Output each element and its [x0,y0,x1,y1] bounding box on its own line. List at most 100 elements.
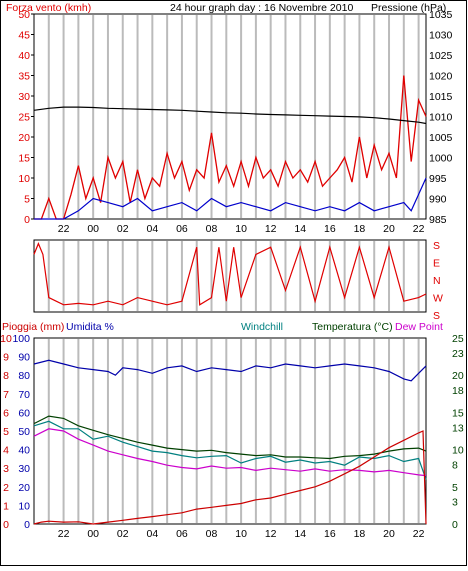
rain-tick-label: 2 [3,482,9,494]
temperature-time-tick-label: 02 [117,528,129,540]
pressure-tick-label: 1000 [429,153,453,165]
rain-tick-label: 7 [3,389,9,401]
temperature-time-tick-label: 22 [413,528,425,540]
temperature-panel-grid [47,339,420,523]
pressure-axis-ticks: 985 990 995 1000 1005 1010 1015 1020 1025 1030 103… [429,9,453,226]
chart-title: 24 hour graph day : 16 Novembre 2010 [170,2,353,14]
temperature-tick-label: 13 [452,422,464,434]
wind-tick-label: 20 [18,132,30,144]
legend-temperature: Temperatura (°C) [312,321,393,333]
pressure-tick-label: 1035 [429,9,453,21]
temperature-time-tick-label: 06 [176,528,188,540]
temperature-tick-label: 25 [452,333,464,345]
legend-dewpoint: Dew Point [395,321,443,333]
humidity-tick-label: 80 [18,370,30,382]
temperature-panel-series [33,359,427,525]
temperature-time-tick-label: 08 [206,528,218,540]
rain-tick-label: 8 [3,370,9,382]
pressure-tick-label: 1025 [429,50,453,62]
rain-axis-ticks: 0 1 2 3 4 5 6 7 8 9 10 [0,333,12,531]
humidity-tick-label: 30 [18,463,30,475]
rain-tick-label: 4 [3,445,9,457]
temperature-time-ticks: 22 00 02 04 06 08 10 12 14 16 18 20 22 [58,528,425,540]
temperature-tick-label: 20 [452,370,464,382]
series-dewpoint [33,428,427,477]
temperature-tick-label: 0 [452,519,458,531]
temperature-tick-label: 23 [452,348,464,360]
pressure-tick-label: 1010 [429,112,453,124]
wind-time-tick-label: 04 [146,223,158,235]
rain-tick-label: 10 [0,333,12,345]
temperature-time-tick-label: 22 [58,528,70,540]
direction-tick-label: N [433,275,441,287]
wind-time-tick-label: 00 [87,223,99,235]
temperature-time-tick-label: 16 [324,528,336,540]
humidity-tick-label: 10 [18,500,30,512]
wind-tick-label: 5 [24,194,30,206]
humidity-tick-label: 50 [18,426,30,438]
rain-axis-label: Pioggia (mm) [2,321,64,333]
pressure-tick-label: 1015 [429,91,453,103]
rain-tick-label: 6 [3,407,9,419]
humidity-axis-ticks: 0 10 20 30 40 50 60 70 80 90 100 [12,333,30,531]
wind-time-tick-label: 20 [383,223,395,235]
wind-tick-label: 50 [18,9,30,21]
humidity-tick-label: 0 [24,519,30,531]
humidity-tick-label: 60 [18,407,30,419]
rain-tick-label: 5 [3,426,9,438]
wind-time-tick-label: 08 [206,223,218,235]
direction-tick-label: S [433,310,440,322]
wind-time-tick-label: 18 [354,223,366,235]
temperature-tick-label: 8 [452,459,458,471]
direction-panel-frame [33,239,427,313]
temperature-axis-ticks: 0 3 5 8 10 13 15 18 20 23 25 [452,333,464,531]
temperature-time-tick-label: 10 [235,528,247,540]
wind-axis-ticks: 0 5 10 15 20 25 30 35 40 45 50 [18,9,34,226]
temperature-tick-label: 18 [452,385,464,397]
rain-tick-label: 3 [3,463,9,475]
temperature-tick-label: 10 [452,445,464,457]
pressure-tick-label: 995 [429,173,447,185]
humidity-tick-label: 90 [18,352,30,364]
humidity-tick-label: 20 [18,482,30,494]
wind-axis-label: Forza vento (kmh) [6,2,91,14]
temperature-time-tick-label: 00 [87,528,99,540]
wind-tick-label: 40 [18,50,30,62]
wind-tick-label: 0 [24,214,30,226]
wind-time-tick-label: 12 [265,223,277,235]
temperature-tick-label: 3 [452,497,458,509]
series-windchill [33,420,427,480]
legend-windchill: Windchill [241,321,283,333]
series-direction [33,242,427,306]
series-humidity [33,359,427,382]
direction-tick-label: S [433,240,440,252]
temperature-panel-frame [33,337,427,525]
direction-tick-label: E [433,258,440,270]
direction-tick-label: W [433,293,443,305]
wind-tick-label: 35 [18,71,30,83]
series-rain [33,430,427,525]
wind-tick-label: 10 [18,173,30,185]
pressure-tick-label: 1030 [429,30,453,42]
series-avg_wind [34,177,427,220]
rain-tick-label: 1 [3,500,9,512]
wind-time-tick-label: 22 [58,223,70,235]
rain-tick-label: 0 [3,519,9,531]
wind-tick-label: 15 [18,153,30,165]
wind-time-tick-label: 16 [324,223,336,235]
wind-time-ticks: 22 00 02 04 06 08 10 12 14 16 18 20 22 [58,223,425,235]
series-gust [34,75,427,220]
wind-time-tick-label: 10 [235,223,247,235]
series-pressure [33,106,427,125]
direction-panel-series [33,242,427,306]
rain-tick-label: 9 [3,352,9,364]
pressure-tick-label: 1005 [429,132,453,144]
wind-tick-label: 30 [18,91,30,103]
wind-panel-grid [47,15,420,218]
wind-tick-label: 45 [18,30,30,42]
wind-time-tick-label: 02 [117,223,129,235]
